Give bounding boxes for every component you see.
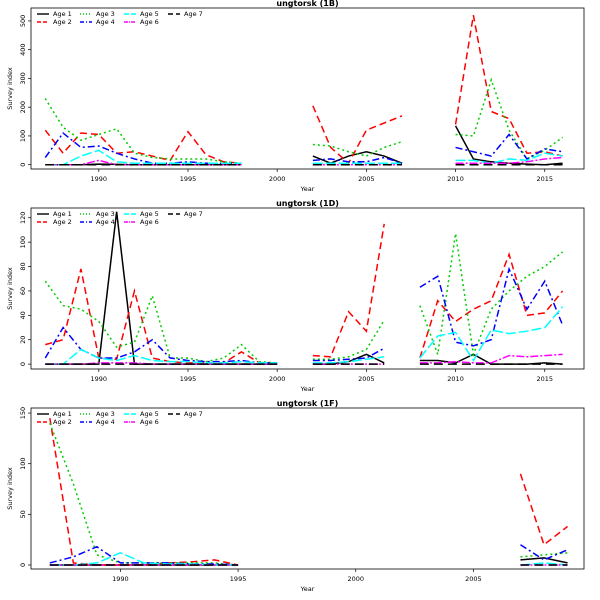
legend-label-age-7: Age 7 [184, 210, 203, 218]
x-tick-label: 2005 [358, 175, 375, 183]
y-axis-label: Survey index [6, 67, 14, 110]
x-tick-label: 2005 [465, 575, 482, 583]
x-tick-label: 2000 [269, 175, 286, 183]
y-tick-label: 100 [19, 130, 27, 142]
series-line-age-4 [49, 544, 568, 566]
x-tick-label: 2000 [347, 575, 364, 583]
x-tick-label: 2005 [358, 375, 375, 383]
legend-label-age-5: Age 5 [140, 10, 159, 18]
y-tick-label: 150 [19, 407, 27, 419]
x-tick-label: 1995 [230, 575, 247, 583]
panel-1B: ungtorsk (1B) Year Survey index 1990 1995… [6, 0, 585, 193]
legend-label-age-6: Age 6 [140, 18, 159, 26]
series-line-age-1 [45, 211, 563, 365]
legend-label-age-3: Age 3 [96, 210, 115, 218]
plot-frame [30, 207, 585, 370]
y-tick-label: 50 [19, 510, 27, 518]
x-tick-label: 2010 [447, 375, 464, 383]
y-tick-label: 0 [19, 563, 27, 567]
series-line-age-5 [45, 149, 563, 166]
series-line-age-1 [49, 557, 568, 566]
legend-label-age-7: Age 7 [184, 410, 203, 418]
y-tick-label: 400 [19, 43, 27, 55]
y-tick-label: 60 [19, 287, 27, 295]
series-line-age-3 [49, 422, 568, 566]
y-tick-label: 100 [19, 236, 27, 248]
x-tick-label: 2015 [536, 375, 553, 383]
x-tick-label: 1995 [180, 175, 197, 183]
legend-label-age-3: Age 3 [96, 410, 115, 418]
series-line-age-4 [44, 131, 563, 164]
series-line-age-2 [44, 15, 563, 165]
x-tick-label: 1990 [112, 575, 129, 583]
legend-label-age-5: Age 5 [140, 410, 159, 418]
legend-label-age-4: Age 4 [96, 18, 115, 26]
x-axis-label: Year [300, 585, 315, 593]
legend-label-age-6: Age 6 [140, 418, 159, 426]
panel-title: ungtorsk (1F) [277, 399, 339, 408]
series-line-age-4 [44, 266, 564, 364]
panel-title: ungtorsk (1D) [276, 199, 339, 208]
x-tick-label: 2010 [447, 175, 464, 183]
x-tick-label: 2000 [269, 375, 286, 383]
legend-label-age-1: Age 1 [53, 410, 72, 418]
legend-label-age-3: Age 3 [96, 10, 115, 18]
legend-label-age-2: Age 2 [53, 418, 72, 426]
legend-label-age-5: Age 5 [140, 210, 159, 218]
plot-frame [30, 7, 585, 170]
y-tick-label: 0 [19, 362, 27, 366]
panel-title: ungtorsk (1B) [276, 0, 338, 8]
series-line-age-1 [45, 125, 563, 166]
y-tick-label: 300 [19, 72, 27, 84]
x-tick-label: 1995 [180, 375, 197, 383]
x-tick-label: 1990 [91, 175, 108, 183]
y-tick-label: 500 [19, 15, 27, 27]
y-tick-label: 0 [19, 163, 27, 167]
x-axis-label: Year [300, 185, 315, 193]
y-axis-label: Survey index [6, 267, 14, 310]
y-axis-label: Survey index [6, 467, 14, 510]
x-axis-label: Year [300, 385, 315, 393]
legend-label-age-1: Age 1 [53, 10, 72, 18]
x-tick-label: 2015 [536, 175, 553, 183]
legend-label-age-2: Age 2 [53, 218, 72, 226]
panel-1D: ungtorsk (1D) Year Survey index 1990 1995… [6, 199, 585, 393]
legend-label-age-1: Age 1 [53, 210, 72, 218]
series-line-age-2 [45, 223, 564, 364]
panel-1F: ungtorsk (1F) Year Survey index 1990 1995… [6, 399, 585, 593]
y-tick-label: 40 [19, 311, 27, 319]
legend-label-age-2: Age 2 [53, 18, 72, 26]
series-line-age-2 [49, 418, 568, 566]
y-tick-label: 80 [19, 262, 27, 270]
legend-label-age-7: Age 7 [184, 10, 203, 18]
y-tick-label: 20 [19, 336, 27, 344]
y-tick-label: 120 [19, 212, 27, 224]
x-tick-label: 1990 [91, 375, 108, 383]
series-line-age-3 [44, 233, 564, 364]
legend-label-age-4: Age 4 [96, 218, 115, 226]
series-line-age-3 [44, 77, 564, 164]
series-line-age-5 [45, 306, 564, 365]
y-tick-label: 100 [19, 457, 27, 469]
legend-label-age-6: Age 6 [140, 218, 159, 226]
plot-frame [30, 407, 585, 570]
legend-label-age-4: Age 4 [96, 418, 115, 426]
y-tick-label: 200 [19, 101, 27, 113]
